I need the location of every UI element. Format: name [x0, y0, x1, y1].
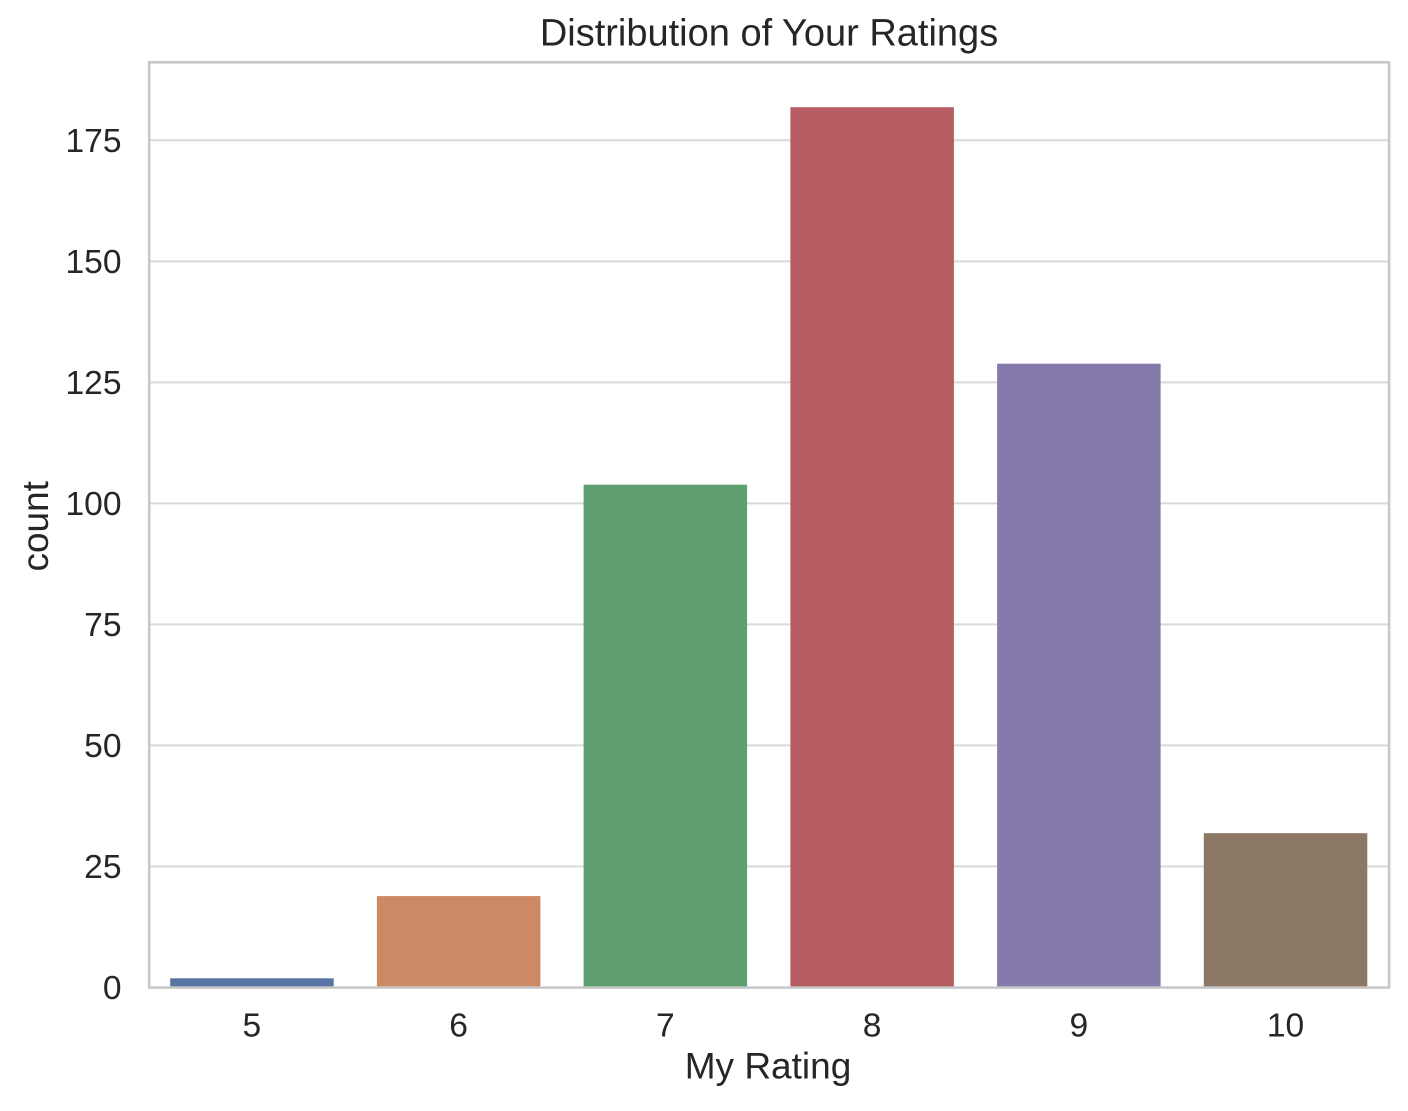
svg-text:50: 50 — [84, 728, 121, 765]
svg-text:125: 125 — [65, 365, 121, 402]
svg-text:Distribution of Your Ratings: Distribution of Your Ratings — [540, 13, 998, 55]
svg-text:150: 150 — [65, 244, 121, 281]
svg-text:7: 7 — [656, 1007, 675, 1044]
svg-text:8: 8 — [863, 1007, 882, 1044]
svg-text:count: count — [15, 480, 56, 571]
svg-text:100: 100 — [65, 486, 121, 523]
svg-text:0: 0 — [103, 970, 122, 1007]
svg-text:6: 6 — [449, 1007, 468, 1044]
svg-text:10: 10 — [1267, 1007, 1304, 1044]
svg-text:25: 25 — [84, 849, 121, 886]
svg-text:5: 5 — [243, 1007, 262, 1044]
svg-text:My Rating: My Rating — [685, 1046, 852, 1087]
svg-text:75: 75 — [84, 607, 121, 644]
svg-text:9: 9 — [1069, 1007, 1088, 1044]
svg-text:175: 175 — [65, 123, 121, 160]
